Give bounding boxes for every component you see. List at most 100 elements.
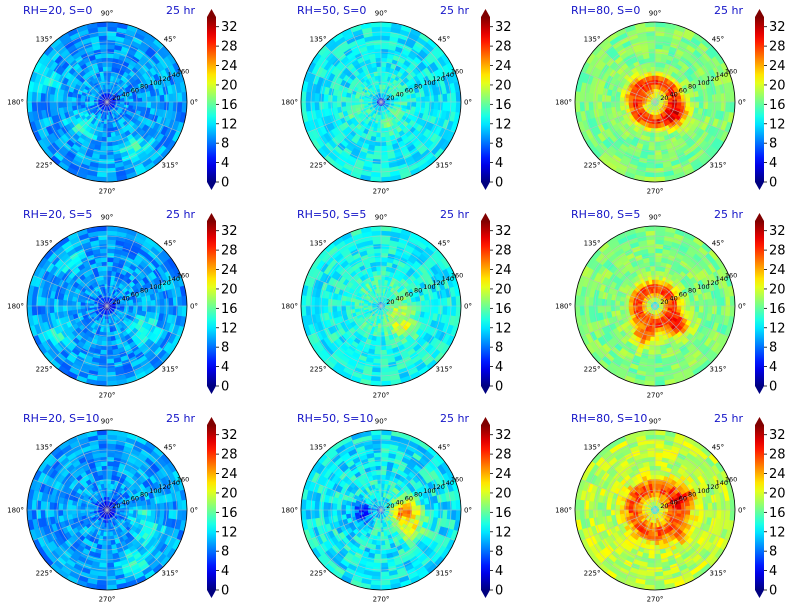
angular-gridline <box>324 101 382 159</box>
heatmap-cell <box>380 150 389 156</box>
angle-tick-label: 0° <box>190 303 198 311</box>
colorbar-extend-max <box>481 9 490 17</box>
angular-gridline <box>350 101 382 177</box>
colorbar-tick-label: 0 <box>769 176 777 191</box>
heatmap-cell <box>651 327 656 333</box>
angular-gridline <box>624 27 656 103</box>
radial-tick-label: 160 <box>725 67 737 75</box>
heatmap-cell <box>380 261 388 267</box>
heatmap-cell <box>378 114 382 121</box>
heatmap-cell <box>698 95 705 103</box>
heatmap-cell <box>654 70 660 76</box>
heatmap-cell <box>53 94 59 103</box>
heatmap-cell <box>393 101 400 105</box>
heatmap-cell <box>99 150 108 156</box>
heatmap-cell <box>373 150 382 156</box>
colorbar-extend-min <box>481 386 490 394</box>
heatmap-cell <box>420 305 426 313</box>
angular-gridline <box>32 305 108 337</box>
heatmap-cell <box>654 83 658 90</box>
colorbar-tick-label: 8 <box>495 137 503 152</box>
heatmap-cell <box>373 247 382 254</box>
colorbar-tick-label: 28 <box>495 40 512 55</box>
angular-gridline <box>654 71 730 103</box>
heatmap-cell <box>349 97 355 103</box>
radial-tick-label: 80 <box>140 83 148 91</box>
heatmap-cell <box>648 52 656 59</box>
heatmap-cell <box>150 299 157 307</box>
heatmap-cell <box>376 132 382 138</box>
angular-gridline <box>654 101 686 177</box>
radial-tick-label: 140 <box>442 71 454 79</box>
heatmap-cell <box>433 101 440 110</box>
heatmap-cell <box>146 95 152 103</box>
heatmap-cell <box>99 48 108 54</box>
angular-gridline <box>32 275 108 307</box>
colorbar-tick-label: 12 <box>495 117 512 132</box>
angular-gridline <box>380 27 412 103</box>
colorbar-tick-label: 0 <box>495 176 503 191</box>
heatmap-cell <box>155 298 161 307</box>
heatmap-cell <box>99 247 108 254</box>
colorbar-extend-max <box>755 9 764 17</box>
heatmap-cell <box>654 150 663 156</box>
heatmap-cell <box>654 279 659 285</box>
radial-tick-label: 40 <box>395 294 403 302</box>
heatmap-cell <box>106 57 114 63</box>
radial-tick-label: 80 <box>688 83 696 91</box>
angle-tick-label: 0° <box>190 99 198 107</box>
colorbar-tick-label: 16 <box>495 98 512 113</box>
angle-tick-label: 270° <box>373 188 390 196</box>
radial-tick-label: 140 <box>168 275 180 283</box>
heatmap-cell <box>137 305 143 311</box>
colorbar-tick-label: 24 <box>769 59 785 74</box>
colorbar-tick-label: 8 <box>221 341 229 356</box>
colorbar-tick-label: 12 <box>769 117 785 132</box>
radial-tick-label: 160 <box>451 67 463 75</box>
heatmap-cell <box>345 301 351 307</box>
heatmap-cell <box>106 154 115 161</box>
heatmap-cell <box>327 101 333 110</box>
angular-gridline <box>32 101 108 133</box>
colorbar-tick-label: 0 <box>221 380 229 395</box>
heatmap-cell <box>106 43 115 50</box>
heatmap-cell <box>62 305 68 313</box>
heatmap-cell <box>377 123 382 129</box>
heatmap-cell <box>380 66 386 72</box>
radial-tick-label: 160 <box>451 271 463 279</box>
heatmap-cell <box>146 299 152 307</box>
heatmap-cell <box>106 345 114 351</box>
colorbar-tick-label: 32 <box>769 20 785 35</box>
heatmap-cell <box>654 145 662 152</box>
heatmap-cell <box>380 279 385 285</box>
heatmap-cell <box>71 97 77 103</box>
panel-title: RH=50, S=0 <box>297 4 366 17</box>
heatmap-cell <box>181 305 187 317</box>
heatmap-cell <box>99 354 108 360</box>
heatmap-cell <box>141 101 148 108</box>
panel-time: 25 hr <box>714 4 743 17</box>
heatmap-cell <box>654 66 660 72</box>
heatmap-cell <box>48 298 55 307</box>
colorbar-tick-label: 12 <box>221 117 238 132</box>
heatmap-cell <box>654 75 659 81</box>
angle-tick-label: 135° <box>310 240 327 248</box>
radial-tick-label: 80 <box>414 287 422 295</box>
colorbar-tick-label: 0 <box>221 176 229 191</box>
heatmap-cell <box>155 305 161 314</box>
heatmap-cell <box>652 318 656 325</box>
heatmap-cell <box>420 299 426 307</box>
panel-title: RH=50, S=5 <box>297 208 366 221</box>
angle-tick-label: 135° <box>36 240 53 248</box>
angular-gridline <box>106 45 164 103</box>
heatmap-cell <box>378 318 382 325</box>
radial-tick-label: 100 <box>697 79 709 87</box>
heatmap-cell <box>48 94 55 103</box>
angle-tick-label: 90° <box>375 214 387 222</box>
heatmap-cell <box>354 302 360 307</box>
heatmap-cell <box>636 303 643 307</box>
